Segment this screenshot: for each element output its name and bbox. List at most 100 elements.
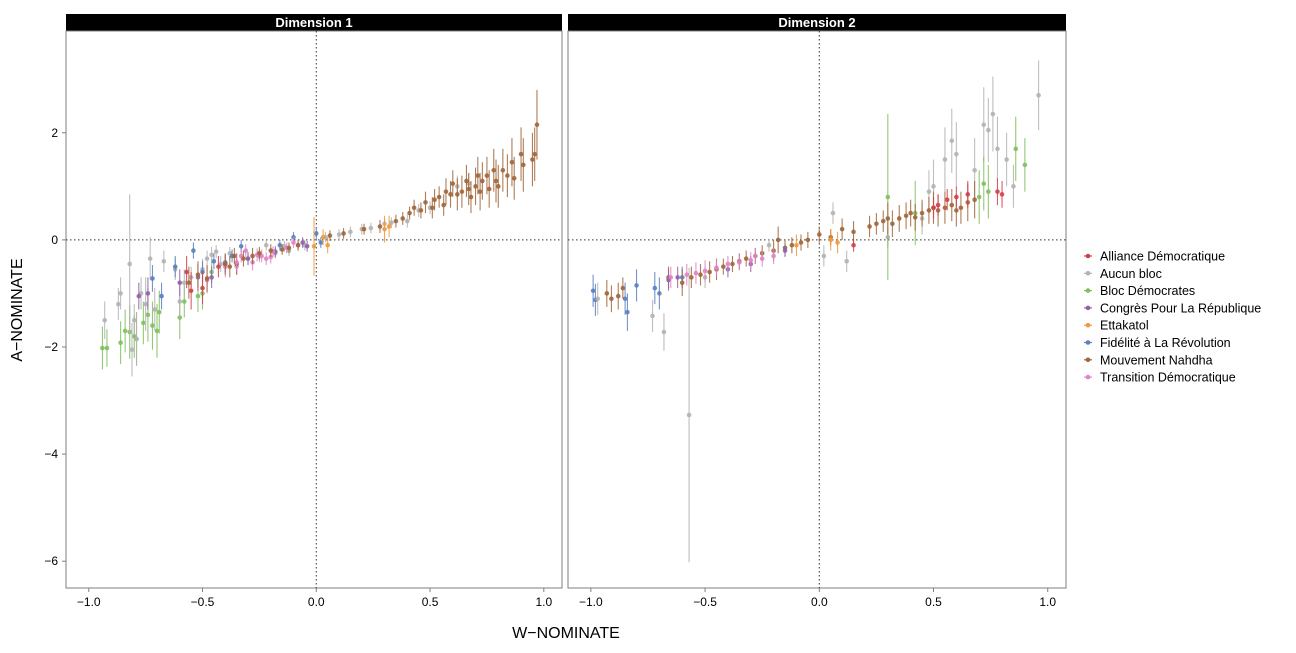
data-point (698, 272, 703, 277)
data-point (495, 184, 501, 189)
data-point (530, 157, 535, 162)
data-point (127, 261, 133, 267)
data-point (191, 248, 196, 253)
data-point (459, 189, 465, 194)
data-point (466, 186, 472, 192)
data-point (368, 225, 374, 231)
data-point (999, 192, 1005, 197)
data-point (150, 323, 155, 328)
data-point (885, 194, 891, 200)
data-point (389, 220, 394, 226)
y-tick-label: −4 (44, 447, 58, 461)
data-point (327, 233, 333, 238)
legend-label: Aucun bloc (1100, 267, 1162, 281)
data-point (455, 192, 460, 197)
data-point (131, 317, 137, 323)
data-point (595, 296, 600, 302)
x-tick-label: −1.0 (579, 595, 603, 609)
data-point (393, 218, 399, 224)
x-axis-title: W−NOMINATE (512, 625, 620, 642)
x-tick-label: −1.0 (77, 595, 101, 609)
data-point (348, 229, 353, 235)
data-point (436, 194, 442, 200)
data-point (912, 215, 918, 220)
data-point (184, 269, 189, 275)
data-point (830, 210, 836, 216)
data-point (954, 194, 959, 200)
data-point (995, 189, 1000, 194)
legend-item: Aucun bloc (1084, 267, 1162, 281)
data-point (1022, 162, 1028, 168)
data-point (263, 242, 269, 248)
data-point (926, 208, 932, 213)
data-point (942, 157, 948, 162)
data-point (245, 256, 251, 261)
panel-strip (568, 14, 1066, 31)
data-point (1013, 146, 1019, 152)
y-tick-label: 0 (51, 233, 58, 247)
data-point (972, 167, 977, 173)
data-point (411, 205, 417, 211)
data-point (377, 224, 383, 229)
data-point (486, 186, 492, 192)
data-point (318, 240, 324, 245)
data-point (890, 221, 895, 227)
data-point (423, 200, 428, 205)
legend-key-dot (1085, 305, 1091, 311)
data-point (200, 285, 205, 291)
data-point (491, 167, 497, 173)
data-point (518, 151, 524, 157)
legend-label: Congrès Pour La République (1100, 301, 1261, 315)
data-point (532, 151, 537, 157)
data-point (771, 253, 776, 259)
legend: Alliance Démocratique Aucun bloc Bloc Démo… (1084, 250, 1261, 385)
data-point (104, 345, 110, 351)
data-point (216, 264, 221, 269)
panel-border (65, 30, 563, 589)
data-point (232, 253, 237, 259)
data-point (816, 232, 822, 237)
legend-item: Alliance Démocratique (1084, 250, 1225, 264)
data-point (177, 299, 183, 304)
data-point (880, 218, 886, 224)
x-tick-label: 1.0 (1039, 595, 1056, 609)
data-point (448, 192, 453, 197)
data-point (908, 210, 913, 216)
data-point (118, 340, 123, 346)
data-point (129, 347, 135, 352)
data-point (896, 216, 902, 221)
data-point (954, 208, 959, 213)
data-point (949, 138, 955, 144)
data-point (725, 261, 731, 267)
legend-key-dot (1085, 271, 1091, 276)
data-point (500, 167, 506, 173)
data-point (443, 189, 449, 194)
y-tick-label: 2 (51, 126, 58, 140)
x-tick-label: 1.0 (535, 595, 552, 609)
data-point (737, 260, 742, 265)
data-point (279, 247, 285, 252)
data-point (195, 293, 201, 299)
data-point (981, 122, 987, 128)
legend-key-dot (1085, 253, 1091, 259)
data-point (177, 280, 183, 286)
data-point (972, 197, 977, 203)
data-point (521, 162, 526, 168)
data-point (320, 234, 326, 240)
data-point (657, 291, 662, 296)
data-point (432, 197, 437, 203)
data-point (386, 224, 392, 229)
data-point (241, 256, 246, 261)
data-point (798, 240, 804, 245)
data-point (313, 231, 319, 236)
x-tick-label: −0.5 (191, 595, 215, 609)
data-point (400, 216, 406, 221)
data-point (766, 242, 772, 248)
panel-border (567, 30, 1067, 589)
data-point (976, 194, 982, 200)
data-point (954, 151, 959, 157)
legend-label: Ettakatol (1100, 319, 1149, 333)
data-point (222, 261, 228, 267)
